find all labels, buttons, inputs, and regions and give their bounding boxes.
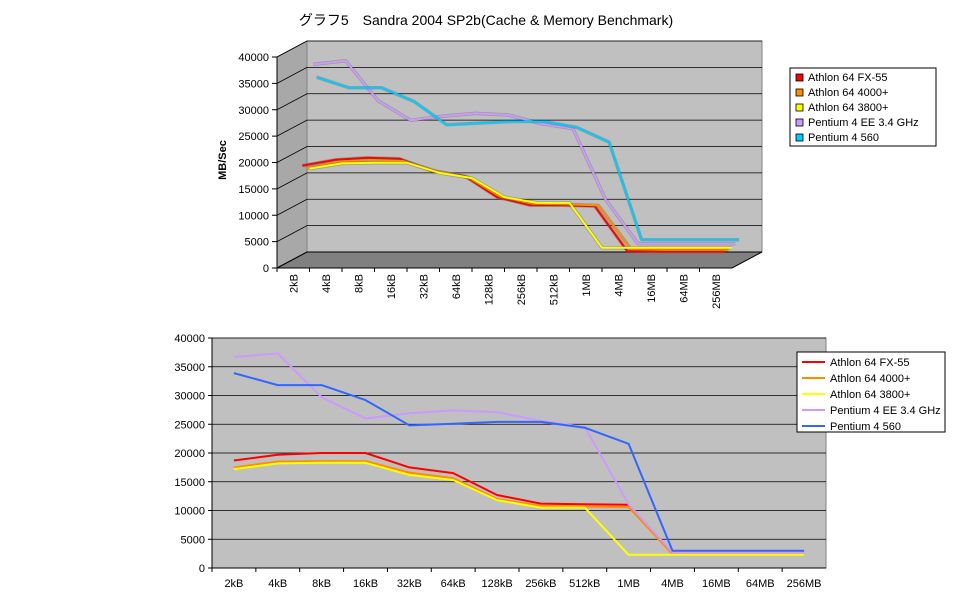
y-tick-label: 30000 xyxy=(238,105,269,117)
x-tick-label: 256kB xyxy=(525,578,556,590)
series-line xyxy=(233,461,805,556)
legend-swatch xyxy=(795,88,804,97)
x-tick-label: 2kB xyxy=(288,274,300,293)
y-axis-label: MB/Sec xyxy=(217,140,229,180)
x-tick-label: 256kB xyxy=(516,274,528,305)
x-tick-label: 8kB xyxy=(312,578,331,590)
y-tick-label: 25000 xyxy=(238,131,269,143)
legend xyxy=(796,351,946,433)
legend-label: Pentium 4 560 xyxy=(830,421,901,433)
x-tick-label: 64MB xyxy=(678,274,690,303)
x-tick-label: 4MB xyxy=(661,578,684,590)
legend-swatch xyxy=(795,73,804,82)
y-tick-label: 20000 xyxy=(174,448,205,460)
y-tick-label: 20000 xyxy=(238,158,269,170)
x-tick-label: 2kB xyxy=(224,578,243,590)
y-tick-label: 10000 xyxy=(174,506,205,518)
gridline xyxy=(276,66,762,84)
y-tick-label: 15000 xyxy=(238,184,269,196)
gridline xyxy=(276,172,762,190)
y-tick-label: 30000 xyxy=(174,391,205,403)
x-tick-label: 4kB xyxy=(268,578,287,590)
gridline xyxy=(276,93,762,111)
legend-label: Athlon 64 4000+ xyxy=(808,87,888,99)
series-line xyxy=(233,352,805,554)
series-line xyxy=(233,372,805,552)
legend-swatch xyxy=(795,118,804,127)
y-tick-label: 40000 xyxy=(238,52,269,64)
y-tick-label: 5000 xyxy=(181,534,205,546)
legend-label: Athlon 64 3800+ xyxy=(830,389,910,401)
x-tick-label: 16MB xyxy=(702,578,731,590)
x-tick-label: 4MB xyxy=(613,274,625,297)
legend-label: Athlon 64 3800+ xyxy=(808,102,888,114)
legend-swatch xyxy=(795,103,804,112)
y-tick-label: 0 xyxy=(199,563,205,575)
y-tick-label: 40000 xyxy=(174,333,205,345)
gridline xyxy=(276,251,762,269)
gridline xyxy=(276,119,762,137)
legend-label: Athlon 64 FX-55 xyxy=(830,357,910,369)
x-tick-label: 16MB xyxy=(646,274,658,303)
y-tick-label: 15000 xyxy=(174,477,205,489)
x-tick-label: 16kB xyxy=(353,578,378,590)
y-tick-label: 5000 xyxy=(245,237,269,249)
x-tick-label: 128kB xyxy=(483,274,495,305)
legend-label: Athlon 64 4000+ xyxy=(830,373,910,385)
legend-label: Athlon 64 FX-55 xyxy=(808,72,888,84)
x-tick-label: 128kB xyxy=(481,578,512,590)
x-tick-label: 1MB xyxy=(617,578,640,590)
gridline xyxy=(276,198,762,216)
x-tick-label: 32kB xyxy=(418,274,430,299)
x-tick-label: 16kB xyxy=(386,274,398,299)
legend-swatch xyxy=(795,133,804,142)
x-tick-label: 256MB xyxy=(711,274,723,309)
x-tick-label: 4kB xyxy=(321,274,333,293)
x-tick-label: 1MB xyxy=(581,274,593,297)
x-tick-label: 256MB xyxy=(787,578,822,590)
x-tick-label: 32kB xyxy=(397,578,422,590)
series-line xyxy=(302,156,725,253)
legend-label: Pentium 4 560 xyxy=(808,132,879,144)
x-tick-label: 512kB xyxy=(548,274,560,305)
x-tick-label: 512kB xyxy=(569,578,600,590)
y-tick-label: 35000 xyxy=(238,78,269,90)
x-tick-label: 64MB xyxy=(746,578,775,590)
legend xyxy=(789,67,937,147)
series-line xyxy=(312,59,736,245)
y-tick-label: 25000 xyxy=(174,419,205,431)
legend-label: Pentium 4 EE 3.4 GHz xyxy=(830,405,941,417)
series-line xyxy=(316,76,740,241)
x-tick-label: 64kB xyxy=(441,578,466,590)
chart-title: グラフ5 Sandra 2004 SP2b(Cache & Memory Ben… xyxy=(298,12,674,28)
y-tick-label: 35000 xyxy=(174,362,205,374)
gridline xyxy=(276,40,762,58)
chart-3d: 0 5000 10000 15000 20000 25000 30000 35000 40000… xyxy=(217,40,937,309)
series-line xyxy=(309,161,732,249)
x-tick-label: 8kB xyxy=(353,274,365,293)
legend-label: Pentium 4 EE 3.4 GHz xyxy=(808,117,919,129)
y-tick-label: 10000 xyxy=(238,210,269,222)
gridline xyxy=(276,225,762,242)
y-tick-label: 0 xyxy=(263,263,269,275)
x-tick-label: 64kB xyxy=(451,274,463,299)
